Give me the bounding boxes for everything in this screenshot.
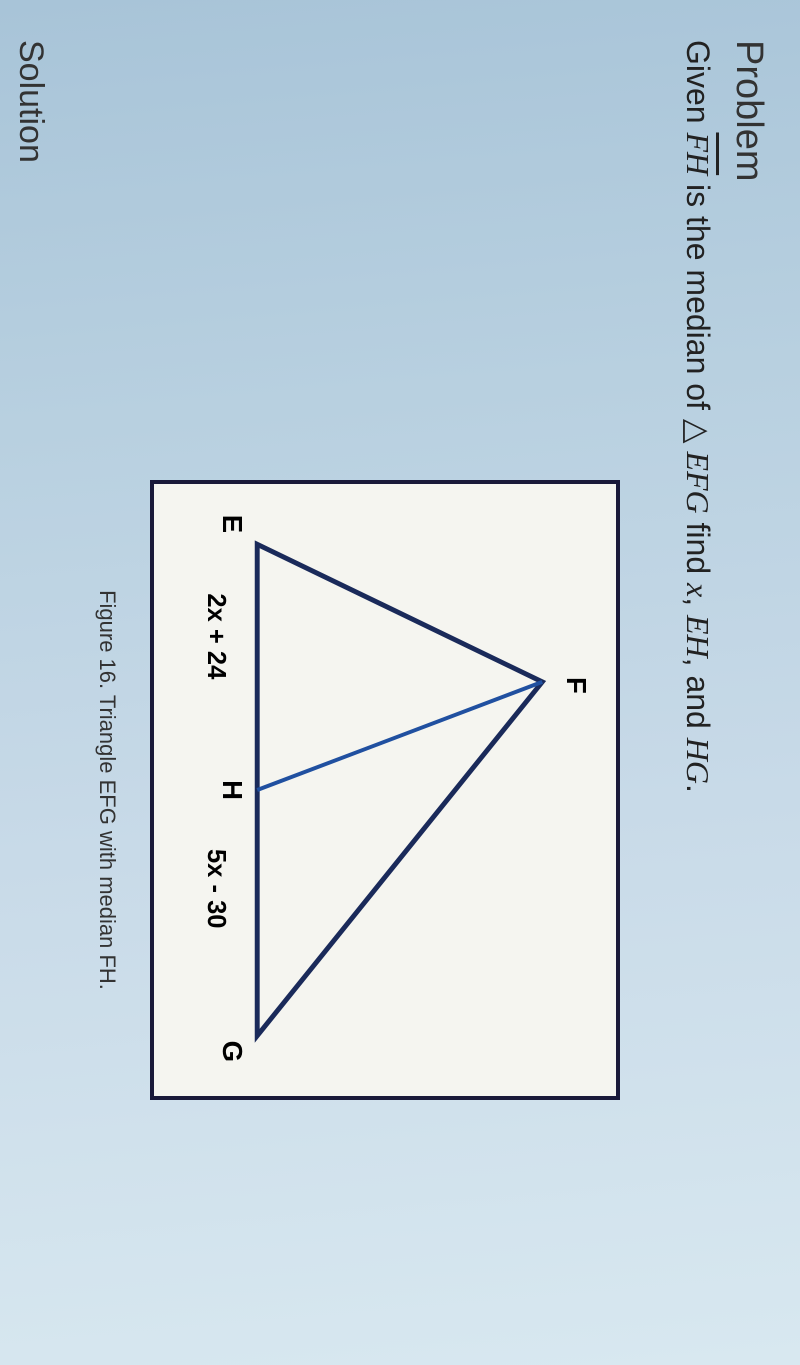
period: . (680, 784, 716, 793)
comma1: , (680, 597, 716, 615)
var-hg: HG (680, 738, 716, 784)
triangle-efg (257, 544, 542, 1035)
figure-caption: Figure 16. Triangle EFG with median FH. (94, 480, 120, 1100)
vertex-e-label: E (217, 515, 248, 533)
find-text: find (680, 514, 716, 583)
vertex-h-label: H (217, 780, 248, 800)
comma2: , and (680, 658, 716, 738)
triangle-symbol: △ (680, 419, 716, 452)
var-eh: EH (680, 615, 716, 658)
page-content: Problem Given FH is the median of △ EFG … (0, 0, 800, 1365)
var-x: x (680, 583, 716, 597)
segment-hg-label: 5x - 30 (202, 849, 230, 929)
problem-heading: Problem (727, 0, 800, 1365)
given-prefix: Given (680, 40, 716, 132)
vertex-g-label: G (217, 1041, 248, 1062)
triangle-name: EFG (680, 451, 716, 513)
triangle-diagram: F E G H 2x + 24 5x - 30 (154, 484, 616, 1096)
median-segment: FH (680, 132, 716, 175)
segment-eh-label: 2x + 24 (202, 593, 230, 680)
figure-container: F E G H 2x + 24 5x - 30 (150, 480, 620, 1100)
median-text: is the median of (680, 175, 716, 419)
problem-statement: Given FH is the median of △ EFG find x , … (679, 0, 727, 1365)
solution-heading: Solution (11, 40, 50, 163)
vertex-f-label: F (561, 677, 592, 694)
